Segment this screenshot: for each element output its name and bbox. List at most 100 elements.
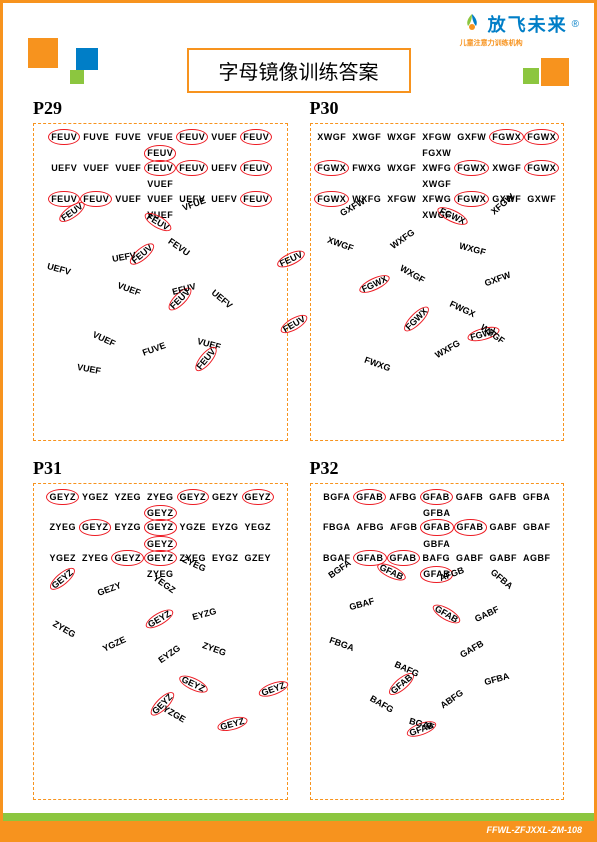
word: YGZE [180, 520, 207, 534]
word: FEUV [243, 130, 269, 144]
word: YEGZ [245, 520, 272, 534]
scatter-word: UEFV [210, 287, 235, 310]
panel-cell: P29FEUVFUVEFUVEVFUEFEUVVUEFFEUVFEUVUEFVV… [33, 98, 288, 440]
scatter-word: GXFW [483, 270, 512, 289]
word: VUEF [115, 161, 141, 175]
scatter-word: GXFW [338, 196, 366, 218]
title-text: 字母镜像训练答案 [219, 62, 379, 84]
scatter-word: FGWX [438, 206, 467, 226]
word: GBFA [423, 537, 450, 551]
scatter-word: VUEF [116, 280, 142, 298]
panel-cell: P31GEYZYGEZYZEGZYEGGEYZGEZYGEYZGEYZZYEGG… [33, 458, 288, 800]
scatter-word: YZGE [161, 703, 187, 724]
scatter-word: WXFG [388, 227, 416, 251]
scatter-area: GXFWFGWXXFGWXWGFWXFGWXGFFGWXWXGFGXFWFGWX… [319, 194, 556, 432]
scatter-word: FBGA [328, 634, 355, 652]
scatter-area: FEUVVFUEFEUVFEUVUEFVUEFVFEVUFEUVFEUVVUEF… [42, 194, 279, 432]
scatter-word: EYZG [156, 642, 182, 664]
scatter-word: GABF [473, 604, 500, 624]
scatter-word: GEYZ [260, 680, 286, 698]
word: XWFG [422, 161, 451, 175]
scatter-word: FGWX [403, 306, 429, 332]
row-area: FEUVFUVEFUVEVFUEFEUVVUEFFEUVFEUVUEFVVUEF… [40, 130, 281, 190]
word: EYZG [212, 520, 239, 534]
logo-icon [460, 12, 484, 36]
word: VUEF [147, 177, 173, 191]
word: XWGF [317, 130, 346, 144]
scatter-word: VUEF [91, 329, 117, 348]
word: FEUV [179, 130, 205, 144]
word: GEYZ [147, 506, 174, 520]
word: GBAF [523, 520, 551, 534]
word: YZEG [114, 490, 141, 504]
page-title: 字母镜像训练答案 [187, 48, 411, 93]
panel-box: GEYZYGEZYZEGZYEGGEYZGEZYGEYZGEYZZYEGGEYZ… [33, 483, 288, 801]
scatter-word: VUEF [76, 362, 101, 376]
row-area: BGFAGFABAFBGGFABGAFBGAFBGFBAGFBAFBGAAFBG… [317, 490, 558, 550]
word: FEUV [243, 161, 269, 175]
word: FEUV [147, 161, 173, 175]
word: ZYEG [147, 490, 174, 504]
word: FGWX [457, 161, 486, 175]
scatter-word: GEYZ [50, 567, 75, 590]
word: XFGW [422, 130, 451, 144]
scatter-word: FUVE [141, 340, 167, 358]
scatter-word: GFAB [378, 562, 405, 582]
word: AFBG [389, 490, 417, 504]
word: FGWX [492, 130, 521, 144]
scatter-word: UEFV [46, 261, 72, 277]
scatter-word: YGZE [101, 634, 127, 653]
scatter-word: GEYZ [146, 608, 172, 629]
word: GEYZ [147, 537, 174, 551]
scatter-word: ZYEG [201, 640, 227, 658]
word: FGXW [422, 146, 451, 160]
scatter-word: FEUV [195, 347, 218, 372]
scatter-word: GEYZ [219, 715, 245, 731]
word: FWXG [352, 161, 381, 175]
panel-label: P29 [33, 98, 288, 119]
scatter-word: XFGW [488, 191, 515, 216]
word: WXGF [387, 130, 416, 144]
word: GFAB [356, 490, 383, 504]
word: GEZY [212, 490, 239, 504]
scatter-word: FWGX [448, 299, 477, 319]
footer-code: FFWL-ZFJXXL-ZM-108 [487, 825, 583, 835]
scatter-word: BAFG [368, 693, 395, 714]
scatter-word: GBAF [348, 595, 375, 611]
word: FEUV [51, 130, 77, 144]
scatter-word: GFAB [433, 603, 460, 624]
word: GEYZ [147, 520, 174, 534]
scatter-word: XWGF [326, 235, 355, 254]
word: FGWX [527, 130, 556, 144]
word: GFBA [423, 506, 451, 520]
scatter-word: GFBA [483, 670, 510, 686]
scatter-word: GAFB [458, 638, 485, 659]
header: 放飞未来® 儿童注意力训练机构 字母镜像训练答案 [3, 3, 594, 73]
word: FEUV [179, 161, 205, 175]
scatter-word: ZYEG [51, 618, 77, 639]
scatter-word: EYZG [191, 605, 217, 621]
word: GAFB [489, 490, 517, 504]
row-area: XWGFXWGFWXGFXFGWGXFWFGWXFGWXFGXWFGWXFWXG… [317, 130, 558, 190]
word: AFGB [390, 520, 418, 534]
word: GEYZ [82, 520, 109, 534]
content: P29FEUVFUVEFUVEVFUEFEUVVUEFFEUVFEUVUEFVV… [33, 98, 564, 799]
scatter-word: FEUV [145, 212, 171, 233]
word: WXGF [387, 161, 416, 175]
word: GEYZ [245, 490, 272, 504]
word: ZYEG [49, 520, 76, 534]
word: GAFB [456, 490, 484, 504]
scatter-word: FWXG [363, 355, 392, 374]
word: FGWX [527, 161, 556, 175]
word: BGFA [323, 490, 350, 504]
scatter-word: FEUV [281, 314, 307, 335]
scatter-word: WXFG [433, 338, 461, 360]
word: EYZG [114, 520, 141, 534]
word: VFUE [147, 130, 173, 144]
scatter-area: BGFAGFABAFGBGFBAGBAFGFABGABFFBGAGAFBGFAB… [319, 554, 556, 792]
panel-box: FEUVFUVEFUVEVFUEFEUVVUEFFEUVFEUVUEFVVUEF… [33, 123, 288, 441]
word: GFAB [457, 520, 484, 534]
scatter-word: GFBA [488, 566, 514, 590]
scatter-word: ZYEG [181, 554, 207, 573]
word: VUEF [211, 130, 237, 144]
